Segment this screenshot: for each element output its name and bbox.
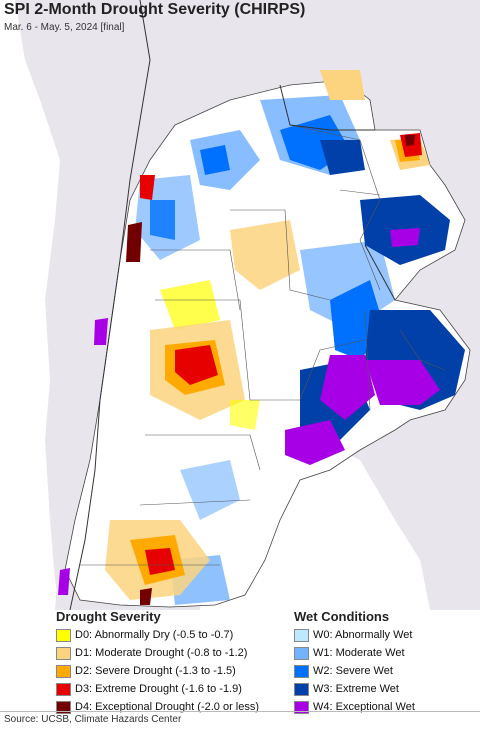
- wet-legend-item: W1: Moderate Wet: [294, 644, 415, 662]
- wet-legend-label: W2: Severe Wet: [313, 665, 393, 677]
- wet-legend-item: W4: Exceptional Wet: [294, 698, 415, 716]
- drought-legend-label: D1: Moderate Drought (-0.8 to -1.2): [75, 647, 248, 659]
- drought-legend-item: D1: Moderate Drought (-0.8 to -1.2): [56, 644, 259, 662]
- wet-legend: W0: Abnormally Wet W1: Moderate Wet W2: Se…: [294, 626, 415, 716]
- wet-legend-item: W0: Abnormally Wet: [294, 626, 415, 644]
- wet-legend-swatch: [294, 700, 309, 714]
- chile-coast: [55, 0, 150, 610]
- wet-legend-swatch: [294, 664, 309, 678]
- drought-legend-swatch: [56, 628, 71, 642]
- drought-legend-label: D0: Abnormally Dry (-0.5 to -0.7): [75, 629, 234, 641]
- footer-divider: [0, 711, 480, 712]
- drought-legend-item: D4: Exceptional Drought (-2.0 or less): [56, 698, 259, 716]
- source-credit: Source: UCSB, Climate Hazards Center: [4, 714, 182, 725]
- country-borders: [69, 0, 396, 610]
- drought-legend-label: D2: Severe Drought (-1.3 to -1.5): [75, 665, 236, 677]
- wet-legend-label: W0: Abnormally Wet: [313, 629, 413, 641]
- drought-legend-heading: Drought Severity: [56, 609, 161, 624]
- wet-legend-label: W4: Exceptional Wet: [313, 701, 415, 713]
- drought-legend-swatch: [56, 664, 71, 678]
- drought-legend-swatch: [56, 682, 71, 696]
- wet-legend-swatch: [294, 646, 309, 660]
- drought-legend-item: D3: Extreme Drought (-1.6 to -1.9): [56, 680, 259, 698]
- drought-legend-swatch: [56, 646, 71, 660]
- wet-legend-swatch: [294, 628, 309, 642]
- extreme-drought-central: [175, 345, 218, 385]
- drought-legend: D0: Abnormally Dry (-0.5 to -0.7) D1: Mod…: [56, 626, 259, 716]
- wet-legend-item: W3: Extreme Wet: [294, 680, 415, 698]
- drought-legend-label: D3: Extreme Drought (-1.6 to -1.9): [75, 683, 242, 695]
- province-borders: [80, 124, 446, 566]
- date-range: Mar. 6 - May. 5, 2024 [final]: [4, 22, 125, 33]
- wet-legend-swatch: [294, 682, 309, 696]
- drought-legend-label: D4: Exceptional Drought (-2.0 or less): [75, 701, 260, 713]
- exceptional-wet: [320, 355, 375, 420]
- drought-legend-item: D0: Abnormally Dry (-0.5 to -0.7): [56, 626, 259, 644]
- drought-legend-item: D2: Severe Drought (-1.3 to -1.5): [56, 662, 259, 680]
- wet-legend-item: W2: Severe Wet: [294, 662, 415, 680]
- drought-legend-swatch: [56, 700, 71, 714]
- drought-map: [15, 0, 480, 610]
- wet-legend-heading: Wet Conditions: [294, 609, 390, 624]
- page-title: SPI 2-Month Drought Severity (CHIRPS): [4, 1, 306, 18]
- wet-legend-label: W3: Extreme Wet: [313, 683, 399, 695]
- wet-legend-label: W1: Moderate Wet: [313, 647, 405, 659]
